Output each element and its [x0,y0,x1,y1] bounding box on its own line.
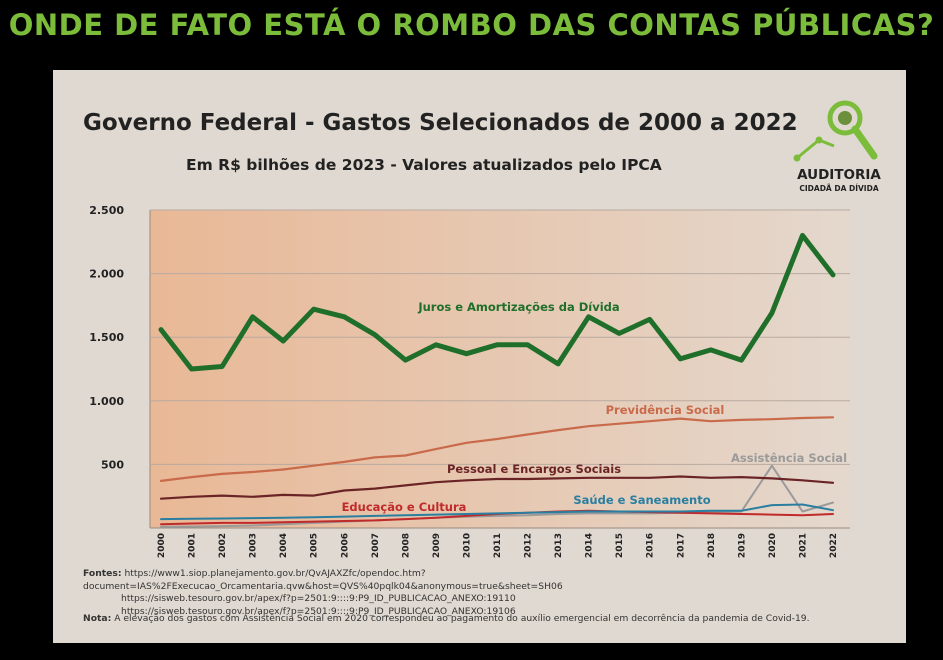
x-tick-label: 2009 [432,533,442,558]
source-link-3[interactable]: https://sisweb.tesouro.gov.br/apex/f?p=2… [121,605,516,617]
series-lines [158,232,836,528]
chart-panel: 500 1.000 1.500 2.000 2.500 2000 2001 2002 2003… [53,70,906,643]
y-tick-labels: 500 1.000 1.500 2.000 2.500 [89,204,124,471]
sources-label: Fontes: [83,568,122,579]
x-tick-label: 2018 [707,533,717,558]
plot-area [150,210,850,528]
y-tick-label: 2.500 [89,204,124,217]
x-tick-label: 2001 [188,533,198,558]
x-tick-label: 2004 [279,533,289,558]
grid [149,209,850,529]
x-tick-label: 2000 [157,533,167,558]
line-chart: 500 1.000 1.500 2.000 2.500 2000 2001 2002 2003… [89,204,850,558]
auditoria-logo: AUDITORIA CIDADÃ DA DÍVIDA [789,98,889,194]
x-tick-label: 2006 [340,533,350,558]
x-tick-label: 2003 [249,533,259,558]
logo-tagline: CIDADÃ DA DÍVIDA [799,184,879,193]
x-tick-label: 2022 [829,533,839,558]
series-label-educacao: Educação e Cultura [342,500,467,514]
series-label-juros: Juros e Amortizações da Dívida [417,300,619,314]
headline: ONDE DE FATO ESTÁ O ROMBO DAS CONTAS PÚB… [8,8,935,42]
x-tick-label: 2015 [615,533,625,558]
x-tick-label: 2011 [493,533,503,558]
x-tick-label: 2008 [401,533,411,558]
magnifier-icon [793,100,878,162]
x-tick-label: 2020 [768,533,778,558]
x-tick-labels: 2000 2001 2002 2003 2004 2005 2006 2007 2008 2009… [157,533,839,558]
series-labels: Juros e Amortizações da Dívida Previdênci… [342,300,847,514]
chart-title: Governo Federal - Gastos Selecionados de… [83,110,798,136]
series-line-pessoal [159,475,835,500]
series-label-assistencia: Assistência Social [731,451,847,465]
source-link-2[interactable]: https://sisweb.tesouro.gov.br/apex/f?p=2… [121,593,516,604]
y-tick-label: 1.000 [89,395,124,408]
note-text: A elevação dos gastos com Assistência So… [114,613,810,624]
x-tick-label: 2017 [676,533,686,558]
logo-name: AUDITORIA [797,167,881,183]
series-line-juros [158,232,836,372]
sources: Fontes: https://www1.siop.planejamento.g… [83,568,893,618]
x-tick-label: 2016 [646,533,656,558]
series-label-pessoal: Pessoal e Encargos Sociais [447,462,621,476]
chart-subtitle: Em R$ bilhões de 2023 - Valores atualiza… [186,156,662,174]
note: Nota: A elevação dos gastos com Assistên… [83,613,893,624]
series-line-saude [160,503,834,521]
x-tick-label: 2019 [737,533,747,558]
x-tick-label: 2012 [524,533,534,558]
x-tick-label: 2002 [218,533,228,558]
note-label: Nota: [83,613,112,624]
series-label-previdencia: Previdência Social [606,403,725,417]
y-tick-label: 2.000 [89,268,124,281]
y-tick-label: 1.500 [89,331,124,344]
source-link-1[interactable]: https://www1.siop.planejamento.gov.br/Qv… [83,568,563,592]
x-tick-label: 2005 [310,533,320,558]
x-tick-label: 2013 [554,533,564,558]
x-tick-label: 2010 [462,533,472,558]
series-line-assistencia [160,464,834,528]
x-tick-label: 2007 [371,533,381,558]
x-tick-label: 2021 [798,533,808,558]
series-label-saude: Saúde e Saneamento [573,493,710,507]
x-tick-label: 2014 [585,533,595,558]
series-line-previdencia [159,416,835,482]
y-tick-label: 500 [101,458,124,471]
